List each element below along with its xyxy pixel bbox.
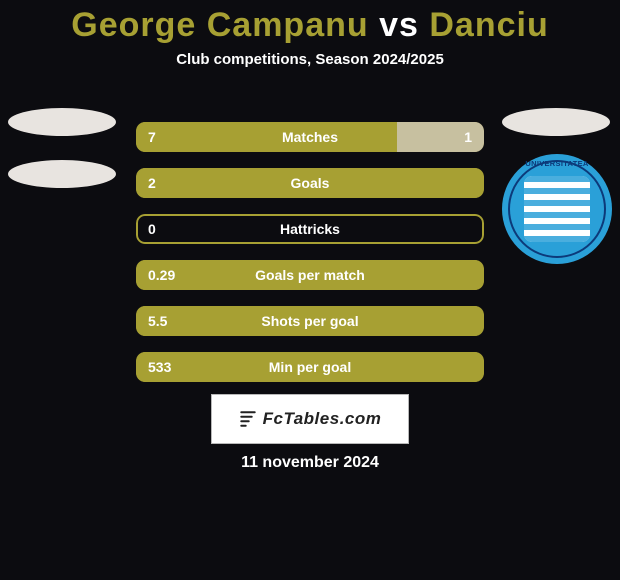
stat-label: Matches (136, 122, 484, 152)
stat-row: Matches7 1 (136, 122, 484, 152)
stat-label: Goals per match (136, 260, 484, 290)
stat-bars: Matches7 1 Goals2 Hattricks0 Goals per match… (136, 122, 484, 398)
stat-label: Min per goal (136, 352, 484, 382)
stat-row: Goals per match0.29 (136, 260, 484, 290)
placeholder-ellipse (8, 108, 116, 136)
stat-value-right: 1 (464, 122, 472, 152)
stat-value-left: 0.29 (148, 260, 175, 290)
comparison-infographic: George Campanu vs Danciu Club competitio… (0, 0, 620, 580)
stat-row: Hattricks0 (136, 214, 484, 244)
placeholder-ellipse (8, 160, 116, 188)
stat-value-left: 7 (148, 122, 156, 152)
stat-label: Hattricks (136, 214, 484, 244)
crest-shield (524, 176, 590, 242)
stat-value-left: 5.5 (148, 306, 167, 336)
stat-value-left: 0 (148, 214, 156, 244)
brand-text: FcTables.com (263, 409, 382, 429)
stat-row: Shots per goal5.5 (136, 306, 484, 336)
brand-box: FcTables.com (211, 394, 409, 444)
stat-value-left: 2 (148, 168, 156, 198)
club-crest-icon: UNIVERSITATEA (502, 154, 612, 264)
page-title: George Campanu vs Danciu (0, 0, 620, 45)
crest-text: UNIVERSITATEA (502, 159, 612, 168)
date-text: 11 november 2024 (0, 454, 620, 472)
stat-row: Goals2 (136, 168, 484, 198)
stat-row: Min per goal533 (136, 352, 484, 382)
stat-label: Goals (136, 168, 484, 198)
stat-label: Shots per goal (136, 306, 484, 336)
crest-stripes (524, 176, 590, 242)
title-player2: Danciu (429, 6, 548, 44)
stat-value-left: 533 (148, 352, 171, 382)
title-player1: George Campanu (71, 6, 368, 44)
placeholder-ellipse (502, 108, 610, 136)
title-vs: vs (379, 6, 419, 44)
subtitle: Club competitions, Season 2024/2025 (0, 51, 620, 68)
right-player-badges: UNIVERSITATEA (502, 108, 612, 264)
left-player-badges (8, 108, 116, 212)
brand-logo-icon (239, 410, 257, 428)
